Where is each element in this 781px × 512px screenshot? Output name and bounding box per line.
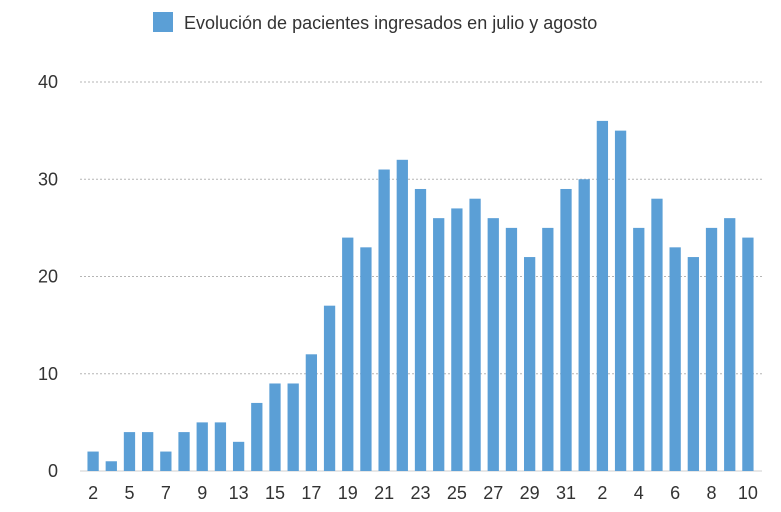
bar [396, 159, 408, 472]
bar [596, 120, 609, 472]
x-tick-label: 6 [670, 483, 680, 503]
bar [196, 422, 208, 472]
bar [469, 198, 481, 471]
bar [578, 179, 590, 471]
x-axis-ticks: 2 5 7 9 13 15 17 19 21 23 25 27 29 31 2 4 6 8 10 [88, 483, 758, 503]
bar [123, 432, 136, 471]
y-tick-label: 0 [48, 461, 58, 481]
x-tick-label: 27 [483, 483, 503, 503]
bar [542, 227, 554, 472]
legend-label: Evolución de pacientes ingresados en jul… [184, 13, 597, 33]
x-tick-label: 19 [338, 483, 358, 503]
bar [560, 188, 572, 472]
bar [142, 432, 154, 471]
x-tick-label: 10 [738, 483, 758, 503]
x-tick-label: 7 [161, 483, 171, 503]
x-tick-label: 15 [265, 483, 285, 503]
x-tick-label: 23 [410, 483, 430, 503]
bar [487, 218, 499, 471]
bar [669, 247, 681, 471]
bar [305, 354, 318, 471]
y-tick-label: 30 [38, 169, 58, 189]
x-tick-label: 21 [374, 483, 394, 503]
x-tick-label: 17 [301, 483, 321, 503]
bar [742, 237, 754, 471]
x-tick-label: 2 [88, 483, 98, 503]
bar [360, 247, 372, 471]
bar [251, 402, 263, 471]
legend: Evolución de pacientes ingresados en jul… [153, 12, 597, 33]
bar [414, 188, 427, 472]
x-tick-label: 2 [597, 483, 607, 503]
bar [214, 422, 227, 472]
bar [160, 451, 172, 471]
x-tick-label: 4 [634, 483, 644, 503]
bar [651, 198, 663, 471]
legend-swatch [153, 12, 173, 32]
x-tick-label: 8 [707, 483, 717, 503]
bar [269, 383, 281, 471]
bar [87, 451, 99, 471]
x-tick-label: 31 [556, 483, 576, 503]
y-tick-label: 10 [38, 364, 58, 384]
x-tick-label: 9 [197, 483, 207, 503]
bar [687, 257, 699, 471]
y-tick-label: 40 [38, 72, 58, 92]
bar [705, 227, 718, 472]
bar [378, 169, 390, 471]
bars [87, 120, 754, 472]
bar [614, 130, 627, 472]
x-tick-label: 5 [124, 483, 134, 503]
y-axis-ticks: 0 10 20 30 40 [38, 72, 58, 481]
bar [323, 305, 336, 471]
bar [178, 432, 190, 471]
y-tick-label: 20 [38, 267, 58, 287]
x-tick-label: 13 [229, 483, 249, 503]
bar [633, 227, 645, 472]
x-tick-label: 25 [447, 483, 467, 503]
bar [451, 208, 463, 472]
bar [433, 218, 445, 471]
x-tick-label: 29 [520, 483, 540, 503]
bar [505, 227, 518, 472]
bar [524, 257, 536, 471]
bar [342, 237, 354, 471]
bar [232, 441, 245, 471]
bar [287, 383, 299, 471]
bar [724, 218, 736, 471]
bar [105, 461, 117, 471]
